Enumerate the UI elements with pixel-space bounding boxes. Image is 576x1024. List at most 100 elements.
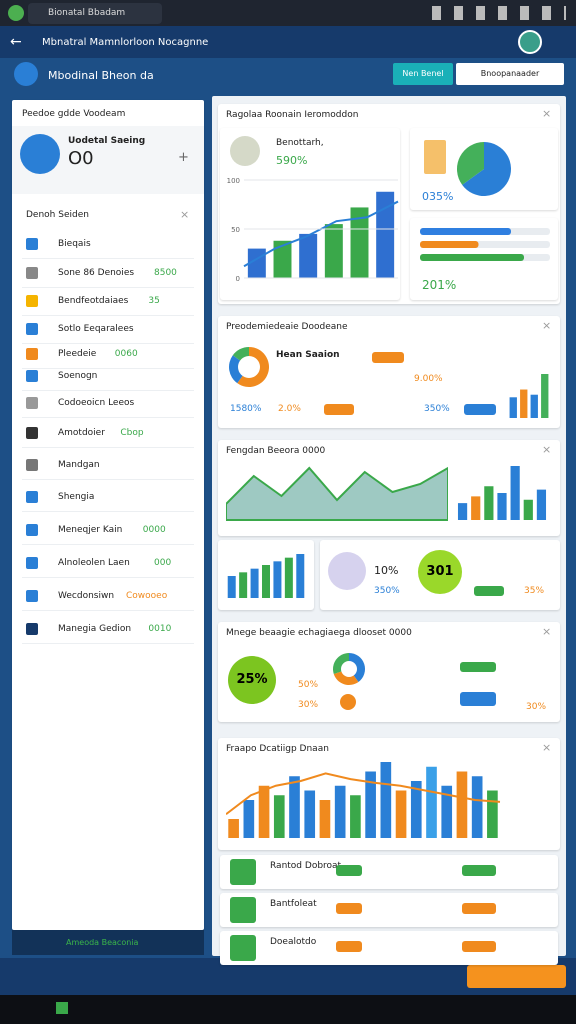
close-button[interactable]: × [542, 741, 552, 754]
item-icon [26, 238, 38, 250]
row-icon [230, 859, 256, 885]
bar [426, 766, 437, 838]
close-button[interactable]: × [542, 319, 552, 332]
bar [227, 576, 236, 598]
stat: 50% [298, 680, 319, 690]
item-label[interactable]: Pleedeie [58, 349, 97, 359]
stat: 350% [424, 404, 450, 414]
row[interactable]: Rantod Dobroat [220, 855, 558, 889]
item-line [22, 390, 194, 391]
bar [530, 394, 538, 418]
item-label[interactable]: Sone 86 Denoies [58, 268, 135, 278]
badge [474, 586, 504, 596]
y-tick-label: 100 [227, 177, 240, 185]
tab[interactable] [28, 3, 162, 24]
panel-title: Mnege beaagie echagiaega dlooset 0000 [226, 628, 412, 638]
close-button[interactable]: × [180, 208, 190, 221]
close-button[interactable]: × [542, 625, 552, 638]
item-badge: 0010 [148, 624, 172, 634]
bar [284, 557, 293, 598]
item-icon [26, 370, 38, 382]
primary-button[interactable]: Nen Benel [393, 63, 453, 85]
stat: 2.0% [278, 404, 301, 414]
item-badge: 000 [154, 558, 172, 568]
line [243, 200, 399, 268]
item-label[interactable]: Sotlo Eeqaralees [58, 324, 134, 334]
item-label[interactable]: Bendfeotdaiaes [58, 296, 129, 306]
item-label[interactable]: Amotdoier [58, 428, 105, 438]
close-button[interactable]: × [542, 107, 552, 120]
stat: 350% [374, 586, 400, 596]
item-badge: Cowooeo [126, 591, 168, 601]
row[interactable]: Doealotdo [220, 931, 558, 965]
profile-value: O0 [68, 148, 94, 169]
row-pill [336, 865, 362, 876]
app-header: ← Mbnatral Mamnlorloon Nocagnne [0, 26, 576, 58]
donut-title: Hean Saaion [276, 350, 340, 360]
chart-avatar [230, 136, 260, 166]
item-label[interactable]: Wecdonsiwn [58, 591, 115, 601]
row-pill [336, 903, 362, 914]
item-badge: 0060 [114, 349, 138, 359]
y-tick-label: 0 [236, 275, 240, 283]
progress-bar [420, 254, 524, 261]
bar [243, 800, 255, 838]
profile-name: Uodetal Saeing [68, 136, 146, 146]
bar [380, 762, 392, 838]
back-button[interactable]: ← [10, 34, 22, 50]
item-icon [26, 623, 38, 635]
bar [273, 240, 292, 278]
bar [471, 496, 481, 520]
donut-hole [341, 661, 357, 677]
secondary-button[interactable]: Bnoopanaader [456, 63, 564, 85]
row-icon [230, 897, 256, 923]
bar-chart [227, 554, 305, 598]
item-label[interactable]: Mandgan [58, 460, 100, 470]
item-label[interactable]: Shengia [58, 492, 95, 502]
slice [349, 653, 365, 682]
donut-chart [229, 347, 269, 387]
stat: 30% [298, 700, 319, 710]
item-icon [26, 427, 38, 439]
bar [239, 572, 248, 598]
stat: 30% [526, 702, 547, 712]
line [226, 772, 501, 816]
item-label[interactable]: Meneqjer Kain [58, 525, 123, 535]
close-button[interactable]: × [542, 443, 552, 456]
item-icon [26, 459, 38, 471]
row[interactable]: Bantfoleat [220, 893, 558, 927]
row-pill [462, 903, 496, 914]
bar-chart [509, 374, 549, 418]
progress-card: 201% [410, 218, 558, 300]
footer-button[interactable] [467, 965, 566, 988]
section-title: Denoh Seiden [26, 210, 89, 220]
add-button[interactable]: + [178, 150, 189, 165]
bar [250, 568, 259, 598]
bar [523, 499, 533, 520]
panel-title: Ragolaa Roonain Ieromoddon [226, 110, 359, 120]
stat: 10% [374, 564, 399, 577]
row-label: Rantod Dobroat [270, 861, 342, 871]
row-pill [462, 865, 496, 876]
slice [333, 669, 359, 685]
item-label[interactable]: Bieqais [58, 239, 91, 249]
avatar[interactable] [518, 30, 542, 54]
item-label[interactable]: Manegia Gedion [58, 624, 132, 634]
item-icon [26, 557, 38, 569]
bar [520, 389, 528, 418]
item-label[interactable]: Soenogn [58, 371, 98, 381]
bar [376, 191, 395, 278]
panel-title: Preodemiedeaie Doodeane [226, 322, 348, 332]
badge [460, 692, 496, 706]
browser-icons [432, 6, 566, 20]
panel: Mnege beaagie echagiaega dlooset 0000 × 2… [218, 622, 560, 722]
app-icon [56, 1002, 68, 1014]
browser-bar: Bionatal Bbadam [0, 0, 576, 26]
profile-avatar [20, 134, 60, 174]
item-label[interactable]: Alnoleolen Laen [58, 558, 130, 568]
bar [324, 224, 343, 278]
bar [228, 819, 239, 838]
badge [460, 662, 496, 672]
item-badge: Cbop [120, 428, 144, 438]
item-label[interactable]: Codoeoicn Leeos [58, 398, 135, 408]
